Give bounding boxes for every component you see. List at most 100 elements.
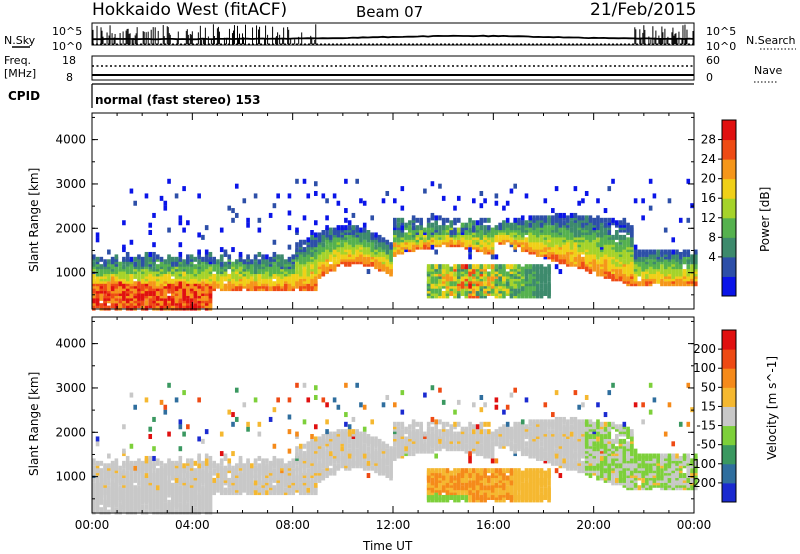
power-cell: [306, 276, 311, 282]
power-cell: [520, 266, 525, 272]
velocity-cell: [227, 409, 232, 415]
velocity-cell: [509, 392, 514, 398]
power-cell: [182, 227, 186, 233]
power-cell: [483, 217, 487, 223]
velocity-cell: [174, 397, 179, 403]
power-cell: [509, 188, 514, 194]
velocity-cell: [152, 455, 156, 461]
power-cell: [182, 271, 186, 277]
power-cell: [573, 212, 578, 218]
power-cell: [539, 215, 544, 221]
velocity-cell: [434, 492, 438, 498]
power-cell: [155, 295, 160, 301]
velocity-cell: [246, 421, 250, 427]
power-cell: [197, 232, 201, 238]
velocity-cell: [99, 499, 104, 505]
velocity-cell: [257, 463, 262, 469]
colorbar-tick-4: 4: [708, 250, 716, 264]
nsky-lo-tick: 10^0: [52, 40, 82, 53]
power-cell: [596, 259, 600, 265]
power-cell: [513, 183, 517, 189]
velocity-cell: [201, 438, 205, 444]
velocity-cell: [140, 460, 145, 466]
power-cell: [607, 259, 612, 265]
velocity-cell: [438, 473, 442, 479]
power-cell: [498, 222, 502, 228]
power-cell: [313, 190, 318, 196]
velocity-cell: [468, 458, 472, 464]
power-cell: [107, 276, 111, 282]
power-cell: [107, 259, 111, 265]
power-cell: [359, 198, 363, 204]
power-cell: [434, 264, 438, 270]
velocity-cell: [393, 402, 397, 408]
y-tick-1000: 1000: [55, 266, 86, 280]
velocity-cell: [144, 397, 149, 403]
power-cell: [487, 217, 491, 223]
power-cell: [268, 286, 273, 292]
power-cell: [332, 259, 337, 265]
power-cell: [505, 271, 510, 277]
power-cell: [250, 259, 254, 265]
power-cell: [227, 283, 232, 289]
colorbar-swatch-8: [722, 120, 736, 141]
power-cell: [411, 225, 416, 231]
velocity-cell: [381, 441, 386, 447]
power-cell: [513, 217, 517, 223]
velocity-cell: [313, 482, 318, 488]
power-cell: [155, 264, 160, 270]
power-cell: [618, 271, 623, 277]
power-cell: [434, 288, 438, 294]
power-cell: [671, 237, 676, 243]
velocity-cell: [415, 429, 420, 435]
power-cell: [129, 269, 134, 275]
velocity-cell: [487, 468, 491, 474]
power-cell: [344, 225, 348, 231]
colorbar-swatch-3: [722, 217, 736, 238]
velocity-cell: [347, 438, 352, 444]
velocity-cell: [189, 458, 194, 464]
velocity-cell: [464, 468, 469, 474]
power-cell: [291, 264, 296, 270]
power-cell: [257, 281, 262, 287]
power-cell: [174, 256, 179, 262]
velocity-cell: [472, 473, 476, 479]
velocity-cell: [144, 504, 149, 510]
velocity-cell: [216, 477, 220, 483]
velocity-cell: [291, 477, 296, 483]
power-cell: [125, 256, 130, 262]
velocity-cell: [122, 460, 126, 466]
velocity-cell: [234, 416, 239, 422]
power-cell: [577, 215, 581, 221]
power-cell: [329, 227, 333, 233]
power-cell: [535, 215, 540, 221]
velocity-cell: [313, 394, 318, 400]
power-cell: [186, 254, 190, 260]
power-cell: [528, 215, 533, 221]
velocity-cell: [219, 465, 224, 471]
velocity-cell: [321, 434, 326, 440]
velocity-cell: [125, 455, 130, 461]
power-cell: [107, 249, 111, 255]
power-cell: [257, 251, 262, 257]
velocity-cell: [219, 458, 224, 464]
power-cell: [558, 212, 563, 218]
power-cell: [675, 249, 679, 255]
velocity-cell: [137, 485, 141, 491]
power-cell: [152, 242, 156, 248]
velocity-cell: [227, 487, 232, 493]
velocity-cell: [494, 468, 499, 474]
power-cell: [494, 278, 499, 284]
power-cell: [182, 186, 186, 192]
nsearch-lo-tick: 10^0: [706, 40, 736, 53]
velocity-cell: [370, 419, 375, 425]
power-cell: [344, 208, 348, 214]
power-cell: [178, 281, 183, 287]
velocity-cell: [344, 429, 348, 435]
power-cell: [667, 198, 672, 204]
power-cell: [310, 234, 314, 240]
power-cell: [92, 278, 96, 284]
velocity-cell: [498, 468, 502, 474]
power-cell: [438, 239, 442, 245]
velocity-cell: [261, 458, 265, 464]
